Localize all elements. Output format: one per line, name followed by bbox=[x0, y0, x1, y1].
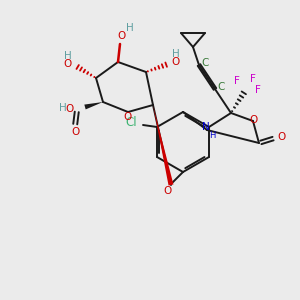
Text: O: O bbox=[172, 57, 180, 67]
Text: H: H bbox=[172, 49, 180, 59]
Text: C: C bbox=[217, 82, 225, 92]
Text: O: O bbox=[124, 112, 132, 122]
Text: O: O bbox=[250, 115, 258, 125]
Polygon shape bbox=[84, 102, 103, 110]
Text: O: O bbox=[66, 104, 74, 114]
Text: H: H bbox=[209, 130, 215, 140]
Text: O: O bbox=[118, 31, 126, 41]
Text: C: C bbox=[201, 58, 209, 68]
Text: F: F bbox=[255, 85, 261, 95]
Text: H: H bbox=[59, 103, 67, 113]
Text: O: O bbox=[278, 132, 286, 142]
Text: H: H bbox=[126, 23, 134, 33]
Text: H: H bbox=[64, 51, 72, 61]
Text: O: O bbox=[71, 127, 79, 137]
Text: Cl: Cl bbox=[125, 116, 137, 128]
Text: F: F bbox=[250, 74, 256, 84]
Polygon shape bbox=[153, 105, 173, 185]
Text: F: F bbox=[234, 76, 240, 86]
Text: N: N bbox=[202, 122, 210, 132]
Text: O: O bbox=[64, 59, 72, 69]
Text: O: O bbox=[164, 186, 172, 196]
